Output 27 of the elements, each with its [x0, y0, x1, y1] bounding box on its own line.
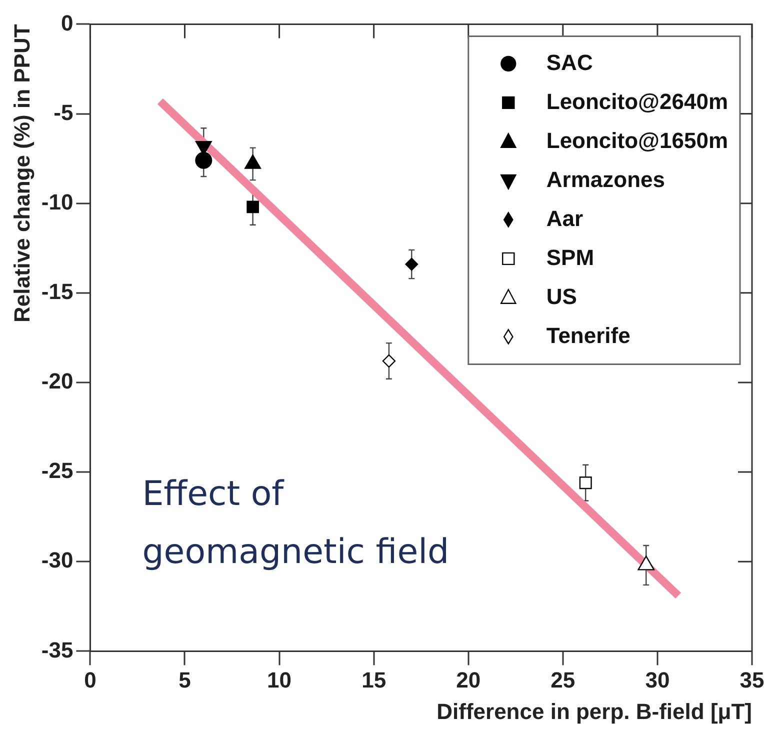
y-tick-label: 0 — [60, 10, 74, 36]
x-tick-label: 30 — [645, 667, 670, 692]
y-tick-label: -35 — [41, 637, 74, 662]
legend-label: Aar — [546, 206, 584, 231]
x-tick-label: 10 — [267, 667, 292, 692]
x-tick-label: 0 — [84, 667, 96, 692]
x-tick-label: 35 — [740, 667, 764, 692]
legend-label: SPM — [546, 244, 594, 270]
legend-label: Leoncito@2640m — [546, 88, 728, 114]
legend-label: Leoncito@1650m — [546, 128, 728, 153]
legend-label: SAC — [546, 50, 593, 75]
y-tick-label: -30 — [41, 548, 74, 573]
x-tick-label: 25 — [550, 667, 576, 692]
legend-label: Tenerife — [546, 322, 630, 348]
y-tick-label: -10 — [41, 189, 74, 214]
legend-label: Armazones — [546, 166, 665, 192]
legend-label: US — [546, 284, 577, 309]
y-axis-title: Relative change (%) in PPUT — [9, 24, 34, 322]
y-tick-label: -20 — [41, 368, 74, 394]
x-tick-label: 20 — [456, 667, 481, 692]
x-tick-label: 5 — [178, 667, 191, 692]
y-tick-label: -5 — [54, 100, 74, 125]
y-tick-label: -25 — [41, 458, 74, 484]
y-tick-label: -15 — [41, 278, 74, 304]
x-tick-label: 15 — [362, 667, 386, 692]
annotation: Effect of geomagnetic field — [142, 474, 450, 572]
x-axis-title: Difference in perp. B-field [μT] — [436, 698, 752, 724]
